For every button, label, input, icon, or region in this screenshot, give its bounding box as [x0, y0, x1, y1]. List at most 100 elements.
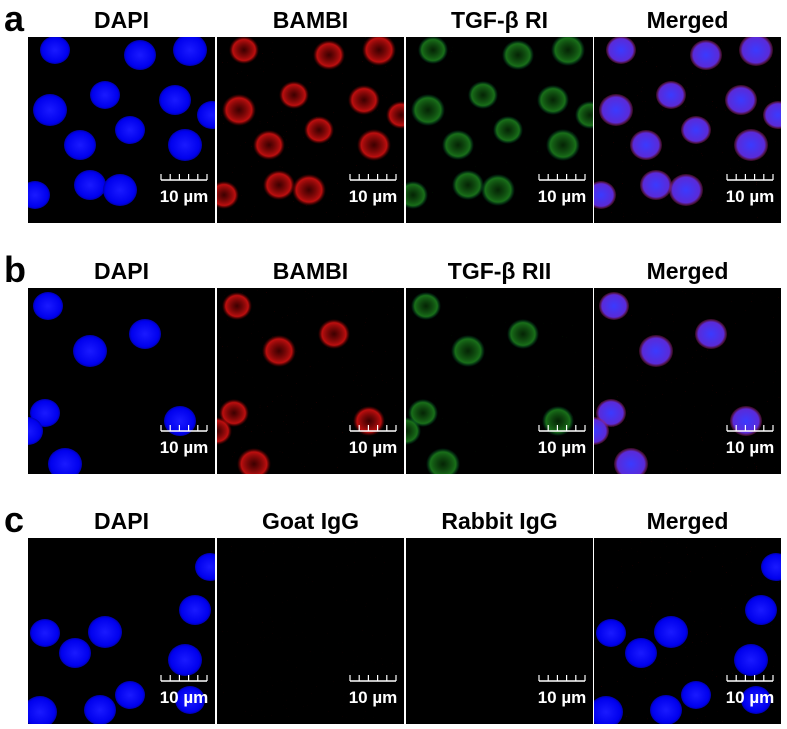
- micrograph: [594, 37, 781, 223]
- column-header: DAPI: [94, 508, 149, 534]
- cell: [30, 619, 60, 647]
- cell: [197, 101, 215, 129]
- cell: [594, 696, 623, 724]
- noise: [217, 538, 404, 724]
- cell: [594, 181, 616, 209]
- column-header: TGF-β RII: [448, 258, 551, 284]
- cell: [28, 417, 43, 445]
- scale-label: 10 µm: [538, 438, 587, 457]
- cell: [222, 94, 256, 126]
- cell: [124, 40, 156, 70]
- cell: [406, 181, 428, 209]
- cell: [442, 130, 474, 160]
- cell: [741, 686, 771, 714]
- cell: [681, 116, 711, 144]
- noise: [217, 288, 404, 474]
- cell: [168, 129, 202, 161]
- cell: [625, 638, 657, 668]
- scale-label: 10 µm: [538, 688, 587, 707]
- cell: [28, 181, 50, 209]
- cell: [654, 616, 688, 648]
- cell: [614, 448, 648, 474]
- cell: [408, 399, 438, 427]
- cell: [103, 174, 137, 206]
- micrograph: [28, 37, 215, 223]
- cell: [606, 37, 636, 64]
- column-header: BAMBI: [273, 258, 348, 284]
- cell: [219, 399, 249, 427]
- cell: [575, 101, 593, 129]
- cell: [734, 644, 768, 676]
- scale-label: 10 µm: [349, 688, 398, 707]
- cell: [690, 40, 722, 70]
- cell: [546, 129, 580, 161]
- cell: [48, 448, 82, 474]
- micrograph: [217, 288, 404, 474]
- column-header: Rabbit IgG: [441, 508, 557, 534]
- background: [28, 288, 215, 474]
- cell: [292, 174, 326, 206]
- cell: [318, 319, 350, 349]
- cell: [630, 130, 662, 160]
- column-header: Merged: [647, 7, 729, 33]
- micrograph: [28, 288, 215, 474]
- cell: [596, 619, 626, 647]
- cell: [386, 101, 404, 129]
- cell: [168, 644, 202, 676]
- cell: [115, 681, 145, 709]
- cell: [599, 292, 629, 320]
- cell: [175, 686, 205, 714]
- cell: [725, 85, 757, 115]
- cell: [650, 695, 682, 724]
- cell: [64, 130, 96, 160]
- noise: [594, 288, 781, 474]
- cell: [594, 417, 609, 445]
- cell: [33, 292, 63, 320]
- cell: [217, 181, 239, 209]
- micrograph: [594, 538, 781, 724]
- cell: [40, 37, 70, 64]
- cell: [493, 116, 523, 144]
- cell: [195, 553, 215, 581]
- cell: [411, 94, 445, 126]
- cell: [217, 417, 232, 445]
- scale-label: 10 µm: [160, 438, 209, 457]
- cell: [656, 81, 686, 109]
- cell: [763, 101, 781, 129]
- cell: [599, 94, 633, 126]
- cell: [640, 170, 672, 200]
- cell: [313, 40, 345, 70]
- cell: [73, 335, 107, 367]
- scale-label: 10 µm: [160, 187, 209, 206]
- column-header: Merged: [647, 258, 729, 284]
- cell: [451, 335, 485, 367]
- cell: [406, 417, 421, 445]
- micrograph: [28, 538, 215, 724]
- cell: [639, 335, 673, 367]
- scale-label: 10 µm: [349, 438, 398, 457]
- cell: [695, 319, 727, 349]
- column-header: Goat IgG: [262, 508, 359, 534]
- cell: [426, 448, 460, 474]
- cell: [179, 595, 211, 625]
- cell: [173, 37, 207, 66]
- column-header: BAMBI: [273, 7, 348, 33]
- cell: [502, 40, 534, 70]
- cell: [229, 37, 259, 64]
- noise: [406, 288, 593, 474]
- cell: [481, 174, 515, 206]
- column-header: TGF-β RI: [451, 7, 548, 33]
- micrograph: [217, 37, 404, 223]
- cell: [263, 170, 295, 200]
- column-header: DAPI: [94, 7, 149, 33]
- scale-label: 10 µm: [160, 688, 209, 707]
- micrograph: [217, 538, 404, 724]
- scale-label: 10 µm: [349, 187, 398, 206]
- cell: [279, 81, 309, 109]
- cell: [74, 170, 106, 200]
- cell: [669, 174, 703, 206]
- cell: [304, 116, 334, 144]
- cell: [30, 399, 60, 427]
- cell: [129, 319, 161, 349]
